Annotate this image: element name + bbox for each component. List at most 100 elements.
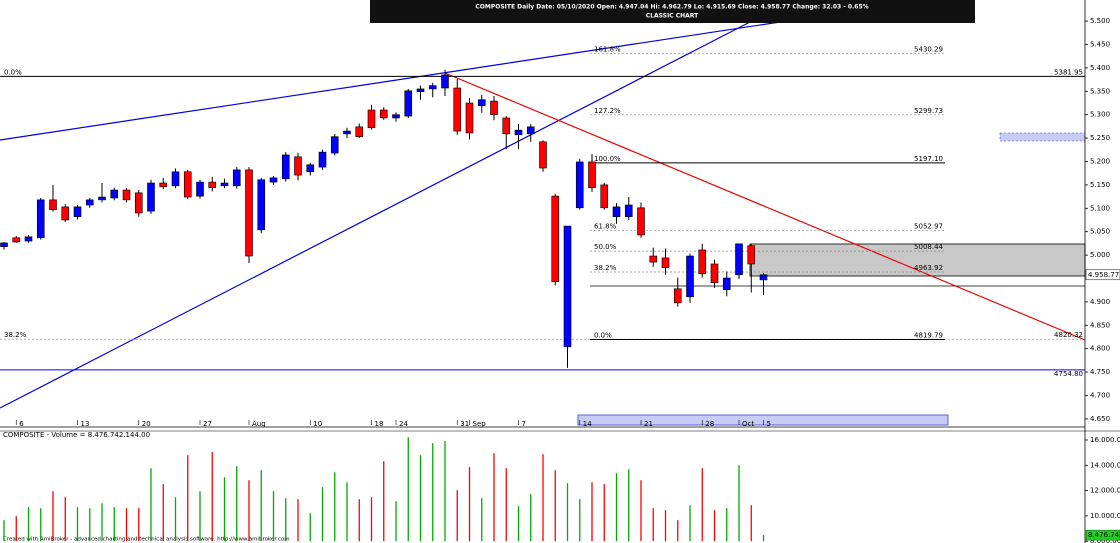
- y-tick-label: 5.500: [1090, 17, 1110, 25]
- y-tick-label: 12.000.000: [1090, 487, 1120, 495]
- level-percent: 161.8%: [594, 46, 621, 54]
- chart-title: COMPOSITE Daily Date: 05/10/2020 Open: 4…: [475, 4, 868, 11]
- candle-body: [281, 154, 290, 180]
- x-tick-label: 18: [375, 420, 384, 428]
- candle-body: [465, 102, 474, 134]
- last-volume-label: 8.476.742: [1088, 531, 1120, 539]
- candle-body: [196, 181, 204, 197]
- candle-body: [49, 199, 57, 210]
- x-tick-label: 7: [522, 420, 526, 428]
- candle-body: [698, 249, 707, 275]
- level-percent: 100.0%: [594, 155, 621, 163]
- y-tick-label: 14.000.000: [1090, 461, 1120, 469]
- candle-body: [24, 236, 33, 242]
- y-tick-label: 5.100: [1090, 204, 1110, 212]
- y-tick-label: 5.000: [1090, 251, 1110, 259]
- x-tick-label: Oct: [742, 420, 754, 428]
- candle-body: [392, 114, 400, 119]
- level-percent: 38.2%: [594, 264, 617, 272]
- candle-body: [355, 126, 364, 137]
- x-tick-label: 31: [460, 420, 469, 428]
- x-tick-label: 27: [203, 420, 212, 428]
- y-tick-label: 5.150: [1090, 181, 1110, 189]
- candle-body: [98, 196, 106, 201]
- candle-body: [306, 164, 315, 173]
- candle-body: [73, 206, 82, 218]
- candle-body: [147, 182, 155, 212]
- candle-body: [294, 156, 302, 176]
- candle-body: [318, 151, 327, 168]
- x-tick-label: 5: [767, 420, 771, 428]
- level-percent: 0.0%: [594, 331, 612, 339]
- candle-body: [539, 141, 547, 169]
- candle-body: [220, 182, 229, 187]
- candle-body: [61, 206, 70, 221]
- level-percent: 61.8%: [594, 222, 617, 230]
- candle-body: [343, 130, 351, 135]
- trend-line: [444, 72, 1086, 341]
- candle-body: [477, 99, 486, 107]
- level-label: 4963.92: [914, 264, 943, 272]
- candle-body: [747, 245, 756, 265]
- candle-body: [686, 255, 694, 298]
- x-tick-label: 14: [583, 420, 592, 428]
- candle-body: [36, 199, 45, 239]
- candle-body: [367, 109, 376, 129]
- candle-body: [232, 169, 241, 187]
- candle-body: [722, 277, 731, 291]
- candle-body: [526, 126, 535, 135]
- x-tick-label: 6: [19, 420, 24, 428]
- y-tick-label: 5.450: [1090, 40, 1110, 48]
- candle-body: [490, 100, 498, 115]
- y-tick-label: 4.650: [1090, 415, 1110, 423]
- trend-line: [0, 21, 751, 409]
- y-tick-label: 5.050: [1090, 228, 1110, 236]
- last-price-label: 4.958.77: [1088, 271, 1119, 279]
- candle-body: [85, 199, 94, 206]
- x-tick-label: Sep: [473, 420, 487, 428]
- candle-body: [453, 87, 462, 132]
- chart-subtitle: CLASSIC CHART: [646, 13, 699, 20]
- candle-body: [441, 74, 449, 89]
- y-tick-label: 5.200: [1090, 157, 1110, 165]
- candle-body: [404, 90, 413, 117]
- x-tick-label: 10: [313, 420, 322, 428]
- level-label: 5008.44: [914, 243, 943, 251]
- candle-body: [171, 171, 180, 187]
- candle-body: [649, 255, 658, 263]
- header-box: [370, 0, 975, 23]
- level-label: 5052.97: [914, 222, 943, 230]
- candle-body: [208, 181, 217, 188]
- level-label: 5381.95: [1054, 68, 1083, 76]
- x-tick-label: 28: [705, 420, 714, 428]
- candle-body: [612, 206, 621, 218]
- level-percent: 38.2%: [4, 331, 27, 339]
- candle-body: [624, 204, 633, 218]
- candle-body: [710, 263, 719, 284]
- candle-body: [637, 207, 645, 236]
- candle-body: [502, 117, 511, 135]
- candle-body: [379, 109, 388, 119]
- last-price-box: [1085, 269, 1120, 281]
- candle-body: [735, 243, 743, 276]
- level-percent: 50.0%: [594, 243, 617, 251]
- y-tick-label: 5.350: [1090, 87, 1110, 95]
- candle-body: [661, 257, 670, 269]
- level-label: 4819.79: [914, 331, 943, 339]
- candle-body: [245, 169, 253, 257]
- y-tick-label: 16.000.000: [1090, 436, 1120, 444]
- x-tick-label: 24: [399, 420, 408, 428]
- candle-body: [416, 88, 425, 93]
- level-label: 5430.29: [914, 46, 943, 54]
- candle-body: [759, 274, 768, 281]
- y-tick-label: 4.800: [1090, 345, 1110, 353]
- date-range-box: [577, 414, 949, 426]
- y-tick-label: 4.700: [1090, 392, 1110, 400]
- candle-body: [0, 242, 8, 247]
- x-tick-label: Aug: [252, 420, 266, 428]
- candle-body: [183, 171, 192, 198]
- candle-body: [588, 161, 596, 188]
- footer: Created with AmiBroker - advanced charti…: [3, 537, 290, 543]
- y-tick-label: 4.850: [1090, 321, 1110, 329]
